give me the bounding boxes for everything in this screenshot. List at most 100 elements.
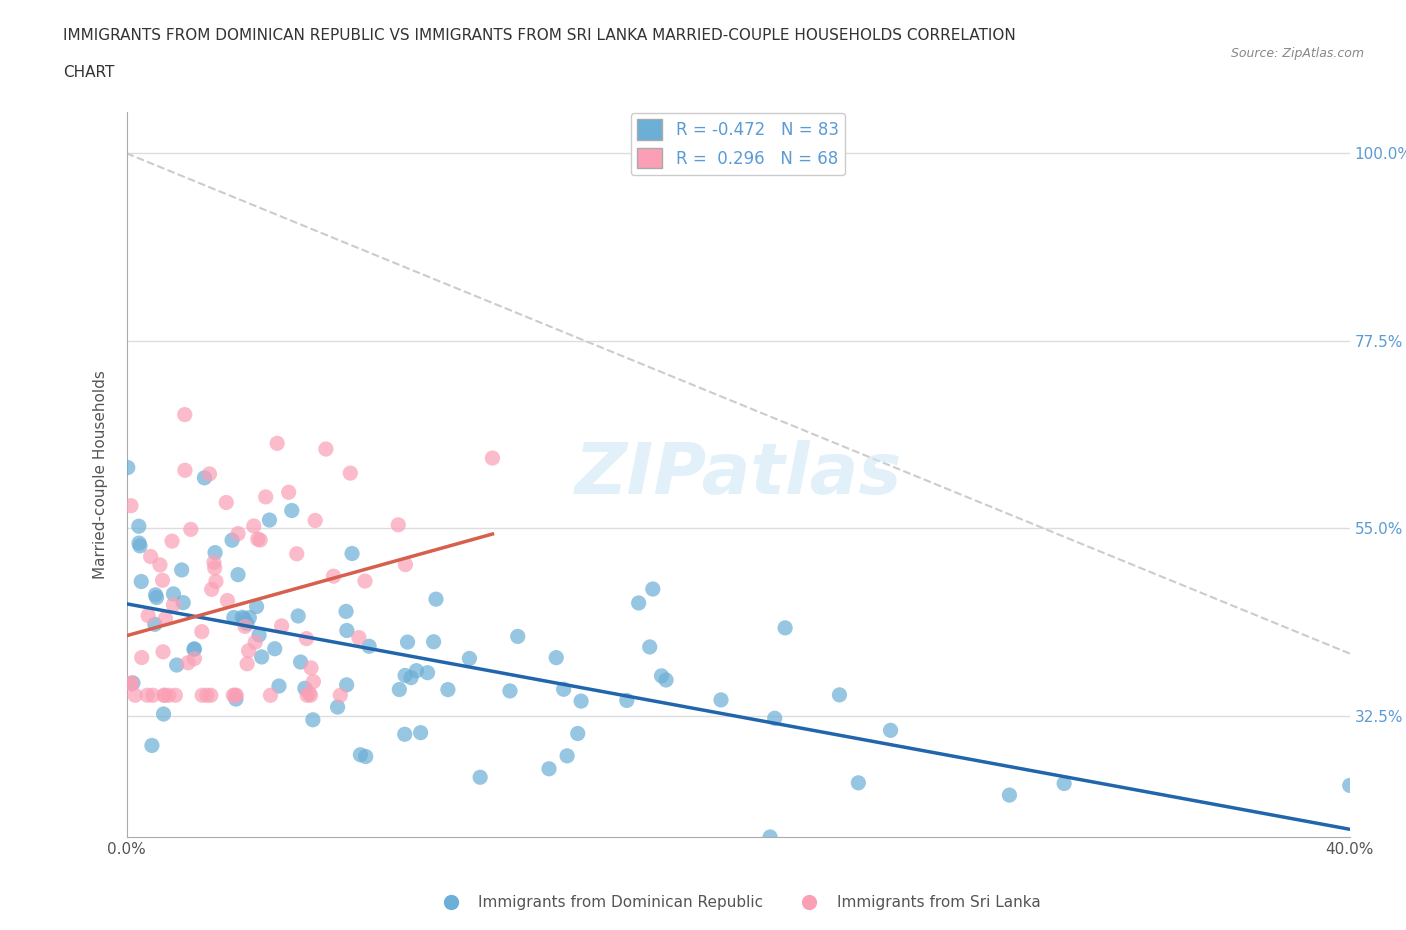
Point (142, 688, 165, 703)
Point (198, 467, 221, 482)
Point (247, 628, 270, 643)
Point (249, 533, 271, 548)
Point (120, 498, 142, 513)
Point (221, 533, 243, 548)
Point (340, 546, 363, 561)
Point (396, 634, 419, 649)
Point (238, 610, 260, 625)
Point (152, 573, 174, 588)
Point (388, 682, 411, 697)
Point (399, 671, 422, 685)
Point (242, 519, 264, 534)
Point (281, 503, 304, 518)
Point (846, 776, 869, 790)
Point (183, 642, 205, 657)
Point (290, 655, 312, 670)
Point (183, 642, 205, 657)
Point (120, 677, 142, 692)
Point (437, 683, 460, 698)
Point (347, 631, 370, 645)
Point (298, 686, 321, 701)
Point (205, 574, 228, 589)
Point (329, 688, 352, 703)
Point (183, 651, 205, 666)
Point (236, 657, 259, 671)
Point (201, 582, 224, 597)
Point (336, 677, 359, 692)
Point (215, 495, 238, 510)
Point (302, 674, 325, 689)
Point (224, 688, 246, 703)
Point (225, 688, 247, 703)
Point (627, 595, 650, 610)
Point (233, 619, 256, 634)
Point (193, 471, 215, 485)
Point (299, 688, 322, 703)
Point (537, 762, 560, 777)
Point (136, 688, 159, 703)
Point (254, 489, 277, 504)
Point (569, 694, 592, 709)
Point (499, 684, 522, 698)
Point (1339, 778, 1361, 793)
Point (225, 692, 247, 707)
Point (226, 567, 249, 582)
Point (200, 688, 222, 703)
Point (222, 610, 245, 625)
Point (145, 591, 167, 605)
Point (394, 727, 416, 742)
Point (250, 649, 273, 664)
Point (304, 513, 326, 528)
Point (336, 623, 359, 638)
Point (277, 485, 299, 499)
Point (416, 665, 439, 680)
Point (217, 593, 239, 608)
Point (222, 688, 245, 703)
Point (236, 617, 259, 631)
Point (655, 672, 678, 687)
Point (152, 644, 174, 659)
Point (1053, 776, 1076, 790)
Point (233, 611, 256, 626)
Text: CHART: CHART (63, 65, 115, 80)
Point (650, 669, 672, 684)
Point (204, 561, 226, 576)
Point (266, 436, 288, 451)
Point (359, 639, 381, 654)
Legend: Immigrants from Dominican Republic, Immigrants from Sri Lanka: Immigrants from Dominican Republic, Immi… (430, 889, 1046, 916)
Point (122, 675, 145, 690)
Point (773, 620, 796, 635)
Point (354, 574, 377, 589)
Point (267, 679, 290, 694)
Point (157, 688, 180, 703)
Point (226, 526, 249, 541)
Text: Source: ZipAtlas.com: Source: ZipAtlas.com (1230, 46, 1364, 60)
Point (195, 688, 218, 703)
Point (828, 687, 851, 702)
Point (180, 522, 202, 537)
Point (553, 682, 575, 697)
Point (409, 725, 432, 740)
Point (546, 650, 568, 665)
Point (170, 563, 193, 578)
Point (160, 534, 183, 549)
Point (174, 463, 197, 478)
Point (641, 581, 664, 596)
Point (191, 624, 214, 639)
Point (120, 675, 142, 690)
Point (295, 631, 318, 646)
Point (616, 693, 638, 708)
Point (202, 555, 225, 570)
Y-axis label: Married-couple Households: Married-couple Households (93, 370, 108, 578)
Text: IMMIGRANTS FROM DOMINICAN REPUBLIC VS IMMIGRANTS FROM SRI LANKA MARRIED-COUPLE H: IMMIGRANTS FROM DOMINICAN REPUBLIC VS IM… (63, 28, 1017, 43)
Point (143, 617, 166, 631)
Point (879, 723, 901, 737)
Point (153, 688, 176, 703)
Point (299, 660, 322, 675)
Point (339, 466, 361, 481)
Point (238, 644, 260, 658)
Point (131, 650, 153, 665)
Point (326, 699, 349, 714)
Point (191, 688, 214, 703)
Point (129, 574, 152, 589)
